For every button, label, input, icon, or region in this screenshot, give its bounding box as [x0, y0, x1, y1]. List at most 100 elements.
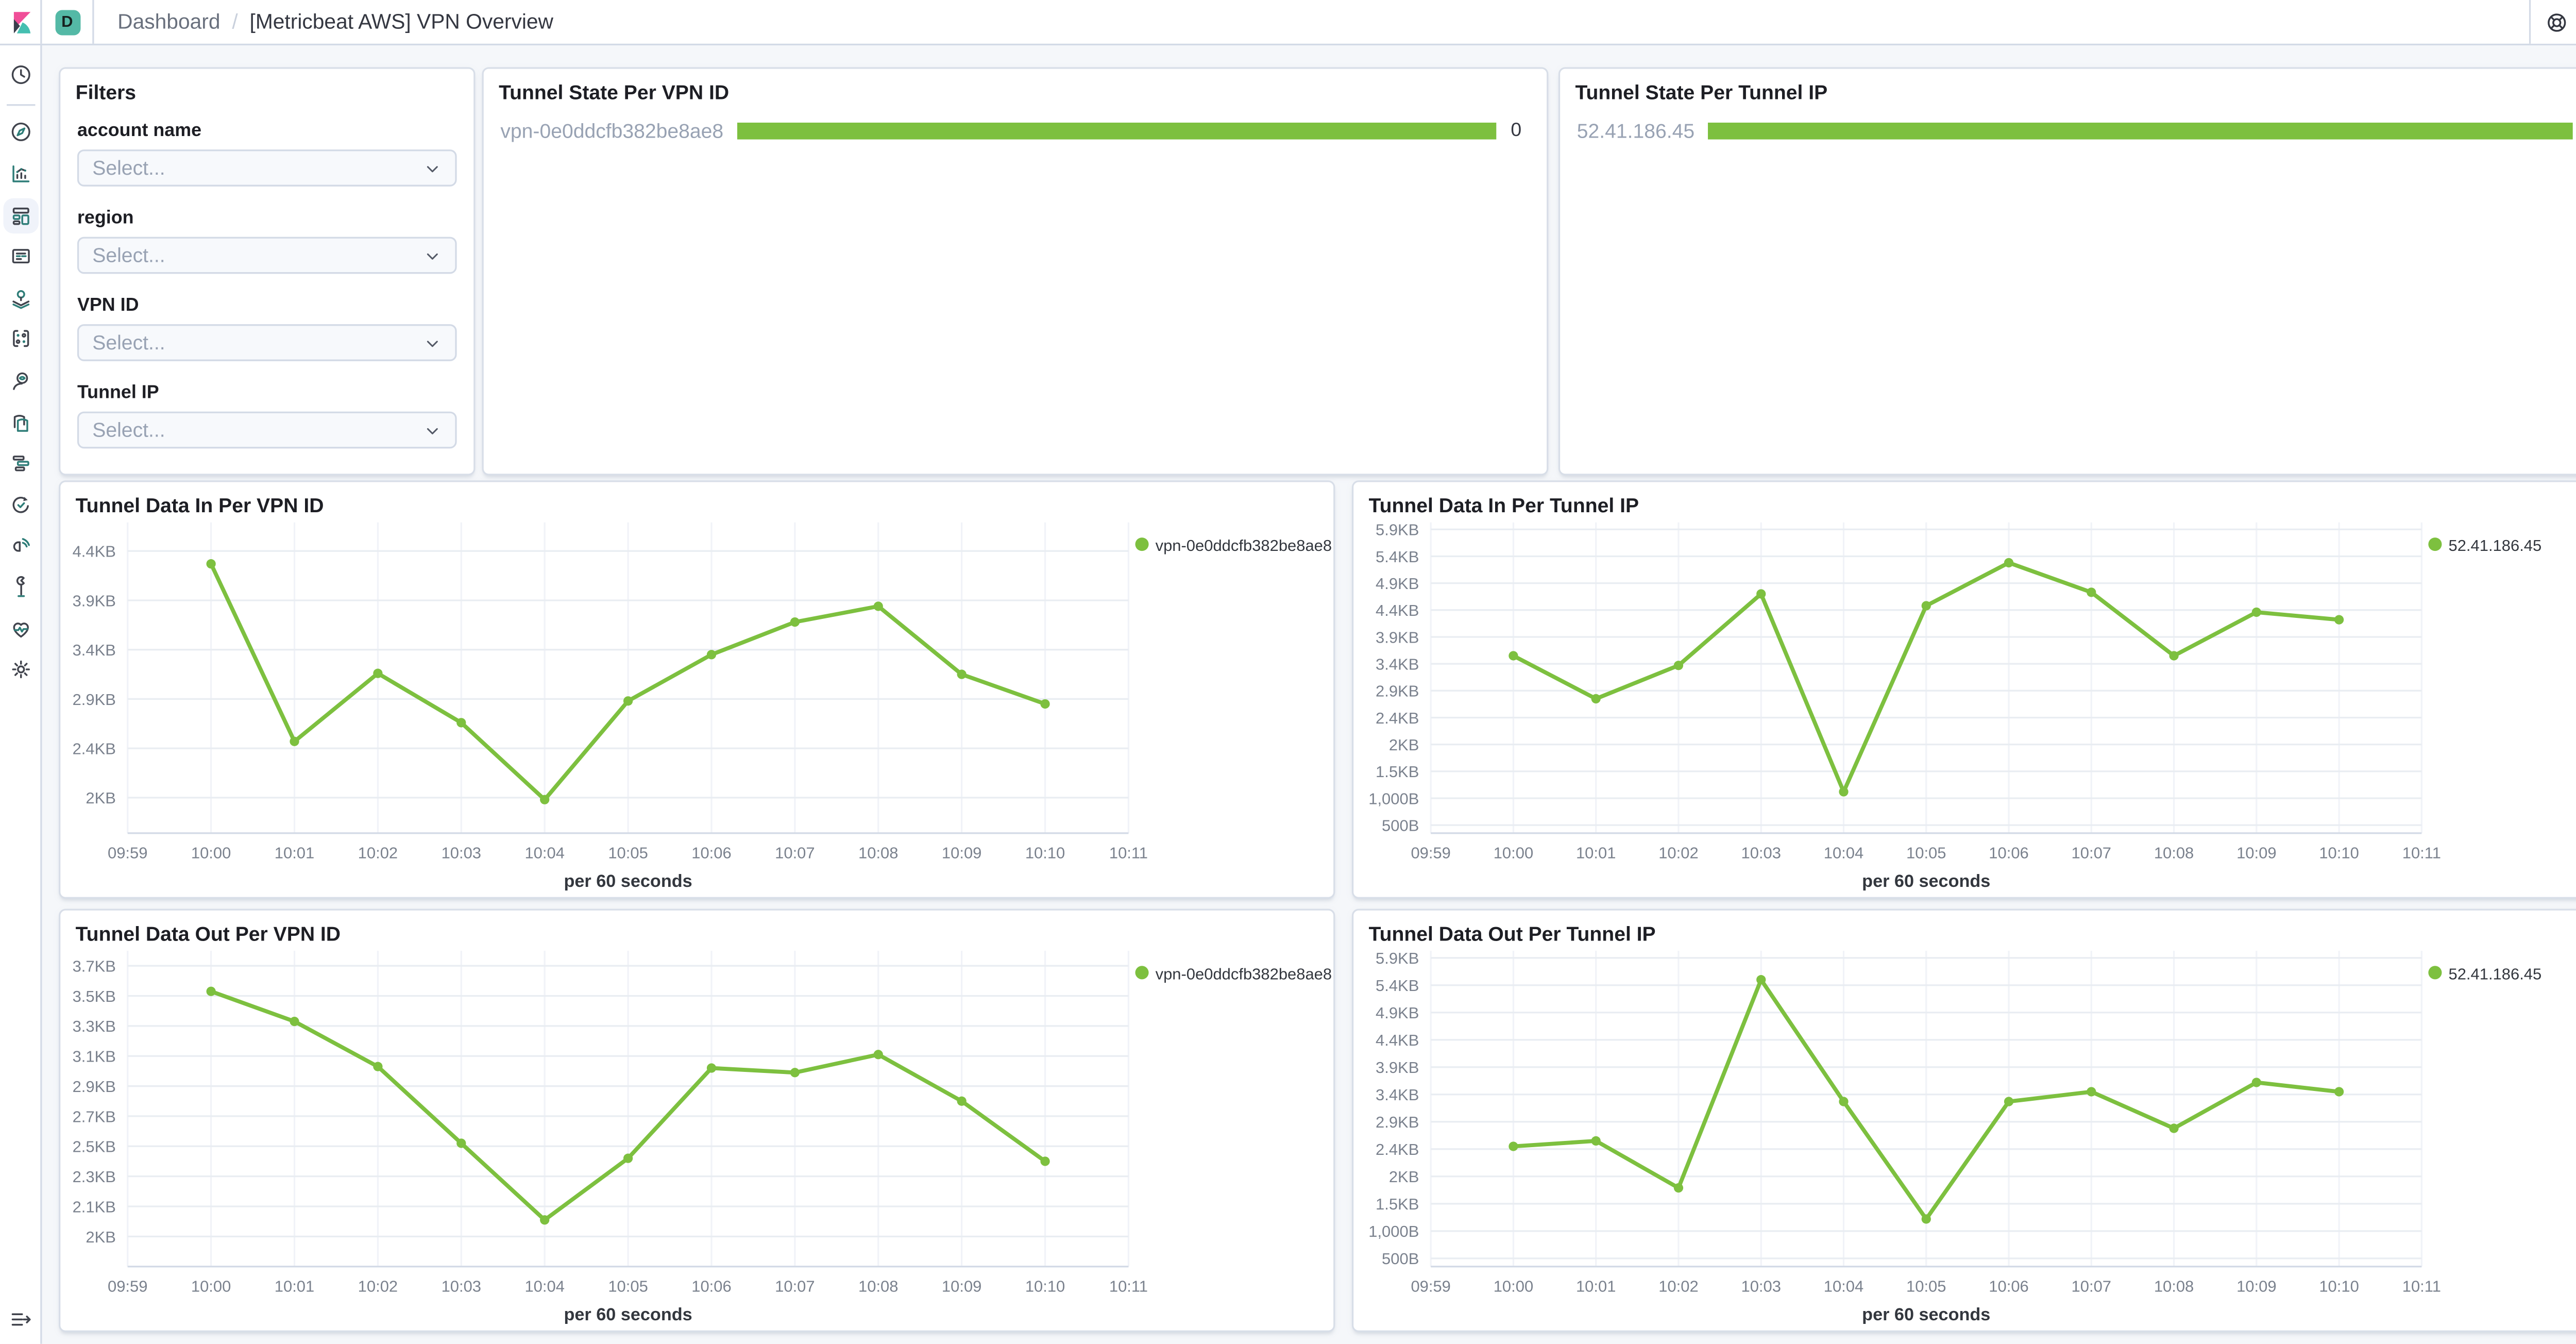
- svg-text:4.9KB: 4.9KB: [1376, 1004, 1419, 1022]
- nav-toggle-button[interactable]: [0, 1302, 42, 1335]
- sidebar-item-discover[interactable]: [3, 115, 38, 150]
- discover-icon: [11, 123, 30, 142]
- svg-text:10:09: 10:09: [942, 1278, 981, 1296]
- panel-tunnel-state-per-vpn-id: Tunnel State Per VPN ID vpn-0e0ddcfb382b…: [482, 67, 1549, 476]
- line-chart: 09:59 10:00 10:01 10:02 10:03 10:04 10:05 10:06…: [60, 482, 1333, 897]
- svg-text:52.41.186.45: 52.41.186.45: [2448, 536, 2541, 555]
- space-badge[interactable]: D: [54, 9, 80, 35]
- gauge-row: 52.41.186.45 0: [1577, 119, 2576, 143]
- svg-text:2KB: 2KB: [1389, 1168, 1419, 1186]
- svg-text:10:09: 10:09: [942, 844, 981, 862]
- svg-text:09:59: 09:59: [1411, 1278, 1450, 1296]
- sidebar-item-canvas[interactable]: [3, 239, 38, 274]
- svg-text:2KB: 2KB: [1389, 736, 1419, 754]
- help-icon: [2547, 12, 2565, 31]
- sidebar-item-apm[interactable]: [3, 528, 38, 563]
- visualize-icon: [11, 165, 29, 182]
- svg-text:52.41.186.45: 52.41.186.45: [2448, 965, 2541, 983]
- kibana-logo[interactable]: [0, 0, 42, 44]
- svg-text:10:03: 10:03: [1741, 844, 1781, 862]
- svg-text:10:00: 10:00: [191, 1278, 231, 1296]
- svg-text:10:05: 10:05: [1906, 1278, 1946, 1296]
- svg-text:2.9KB: 2.9KB: [73, 691, 116, 709]
- breadcrumb-dashboard[interactable]: Dashboard: [117, 10, 221, 34]
- filter-label: Tunnel IP: [77, 383, 159, 404]
- svg-text:10:04: 10:04: [1824, 1278, 1863, 1296]
- svg-text:2.5KB: 2.5KB: [73, 1138, 116, 1156]
- sidebar-item-logs[interactable]: [3, 445, 38, 480]
- svg-text:2.7KB: 2.7KB: [73, 1107, 116, 1125]
- sidebar-item-maps[interactable]: [3, 280, 38, 315]
- filter-select-1[interactable]: Select...: [77, 237, 457, 274]
- svg-text:10:02: 10:02: [358, 844, 398, 862]
- svg-text:10:02: 10:02: [1658, 844, 1698, 862]
- svg-text:10:04: 10:04: [1824, 844, 1863, 862]
- recently-viewed-icon: [11, 65, 30, 84]
- svg-text:09:59: 09:59: [1411, 844, 1450, 862]
- panel-tunnel-data-out-per-vpn-id: Tunnel Data Out Per VPN ID 09:59 10:00 10:…: [59, 909, 1335, 1332]
- svg-text:2.9KB: 2.9KB: [1376, 1113, 1419, 1131]
- sidebar-item-dashboard[interactable]: [2, 197, 38, 233]
- sidebar-item-recently-viewed[interactable]: [3, 57, 38, 92]
- svg-text:3.4KB: 3.4KB: [1376, 656, 1419, 674]
- svg-text:10:03: 10:03: [442, 844, 481, 862]
- uptime-icon: [11, 496, 28, 513]
- sidebar-item-management[interactable]: [3, 652, 38, 687]
- help-button[interactable]: [2529, 0, 2576, 44]
- svg-text:2.9KB: 2.9KB: [73, 1078, 116, 1096]
- svg-text:5.4KB: 5.4KB: [1376, 548, 1419, 566]
- svg-text:10:03: 10:03: [1741, 1278, 1781, 1296]
- sidebar-item-dev-tools[interactable]: [3, 569, 38, 604]
- filter-select-0[interactable]: Select...: [77, 149, 457, 187]
- chevron-down-icon: [427, 165, 438, 172]
- panel-tunnel-state-per-tunnel-ip: Tunnel State Per Tunnel IP 52.41.186.45 …: [1558, 67, 2576, 476]
- dashboard-icon: [12, 207, 29, 225]
- line-chart-svg: 09:59 10:00 10:01 10:02 10:03 10:04 10:05 10:06…: [73, 950, 1332, 1324]
- sidebar-nav: [0, 45, 40, 690]
- sidebar-item-machine-learning[interactable]: [3, 322, 38, 357]
- panel-title: Tunnel Data Out Per VPN ID: [75, 922, 341, 946]
- line-chart-svg: 09:59 10:00 10:01 10:02 10:03 10:04 10:05 10:06…: [1368, 521, 2541, 891]
- svg-text:500B: 500B: [1382, 817, 1419, 835]
- svg-text:4.4KB: 4.4KB: [1376, 601, 1419, 619]
- svg-text:3.7KB: 3.7KB: [73, 957, 116, 976]
- svg-text:3.4KB: 3.4KB: [73, 641, 116, 659]
- filter-label: account name: [77, 121, 202, 141]
- sidebar-item-visualize[interactable]: [3, 156, 38, 191]
- machine-learning-icon: [12, 330, 28, 348]
- svg-text:10:11: 10:11: [1109, 1278, 1148, 1296]
- svg-text:10:08: 10:08: [858, 1278, 898, 1296]
- breadcrumb-current: [Metricbeat AWS] VPN Overview: [249, 10, 553, 34]
- gauge-row: vpn-0e0ddcfb382be8ae8 0: [500, 119, 1521, 143]
- sidebar-item-infrastructure[interactable]: [3, 404, 38, 439]
- gauge-label: vpn-0e0ddcfb382be8ae8: [500, 119, 724, 143]
- svg-text:10:00: 10:00: [1494, 844, 1533, 862]
- select-placeholder: Select...: [92, 156, 165, 180]
- select-placeholder: Select...: [92, 418, 165, 442]
- filter-field-3: Tunnel IP Select...: [77, 383, 457, 449]
- sidebar-item-graph[interactable]: [3, 363, 38, 398]
- svg-text:10:09: 10:09: [2236, 844, 2276, 862]
- svg-text:10:06: 10:06: [1989, 844, 2028, 862]
- sidebar-item-monitoring[interactable]: [3, 611, 38, 646]
- svg-text:10:06: 10:06: [691, 844, 731, 862]
- filter-select-2[interactable]: Select...: [77, 324, 457, 361]
- panel-tunnel-data-in-per-vpn-id: Tunnel Data In Per VPN ID 09:59 10:00 10:0…: [59, 480, 1335, 899]
- svg-text:10:00: 10:00: [191, 844, 231, 862]
- filter-field-0: account name Select...: [77, 121, 457, 187]
- header-actions: [2529, 0, 2576, 44]
- dev-tools-icon: [15, 576, 24, 597]
- select-placeholder: Select...: [92, 243, 165, 267]
- sidebar-item-uptime[interactable]: [3, 486, 38, 522]
- svg-text:3.5KB: 3.5KB: [73, 987, 116, 1005]
- filter-select-3[interactable]: Select...: [77, 411, 457, 449]
- svg-text:2.9KB: 2.9KB: [1376, 682, 1419, 700]
- select-placeholder: Select...: [92, 331, 165, 355]
- svg-text:10:05: 10:05: [608, 1278, 648, 1296]
- svg-text:3.9KB: 3.9KB: [1376, 1059, 1419, 1077]
- management-icon: [11, 661, 29, 679]
- svg-text:3.1KB: 3.1KB: [73, 1048, 116, 1066]
- panel-title: Tunnel State Per Tunnel IP: [1575, 80, 1828, 105]
- svg-text:5.9KB: 5.9KB: [1376, 949, 1419, 967]
- filter-field-1: region Select...: [77, 208, 457, 274]
